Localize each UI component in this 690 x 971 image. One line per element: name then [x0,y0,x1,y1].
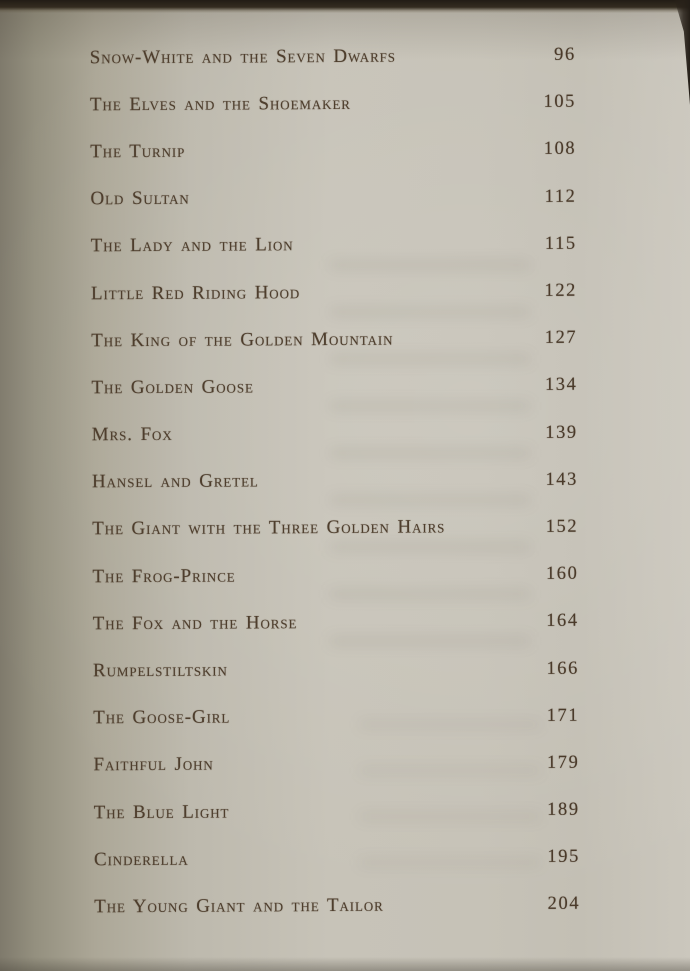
toc-entry: Little Red Riding Hood 122 [91,268,577,318]
table-of-contents: Snow-White and the Seven Dwarfs 96 The Elv… [90,32,581,931]
toc-entry: Old Sultan 112 [90,173,576,223]
toc-entry-title: Little Red Riding Hood [90,281,301,304]
toc-entry: The Frog-Prince 160 [92,551,578,601]
toc-entry-title: Mrs. Fox [91,423,173,446]
toc-entry-page-number: 152 [545,516,579,537]
toc-entry-page-number: 122 [544,280,578,301]
toc-entry-title: The Blue Light [93,801,230,823]
toc-entry-title: The Frog-Prince [92,565,236,587]
photo-background-corner [674,0,690,105]
photo-background-bottom-edge [0,957,690,971]
toc-entry-title: The Goose-Girl [93,706,231,729]
toc-entry: The Fox and the Horse 164 [93,598,579,648]
toc-entry: The Giant with the Three Golden Hairs 152 [92,504,578,554]
toc-entry-title: Hansel and Gretel [91,470,259,493]
toc-entry-page-number: 179 [546,752,580,773]
toc-entry-title: Cinderella [93,848,189,871]
toc-entry-title: The King of the Golden Mountain [91,328,394,351]
toc-entry-title: The Giant with the Three Golden Hairs [92,516,446,540]
toc-entry: Rumpelstiltskin 166 [93,645,579,695]
toc-entry-title: Rumpelstiltskin [92,659,228,682]
toc-entry-page-number: 134 [544,375,578,396]
toc-entry-title: The Golden Goose [91,376,254,399]
toc-entry-title: Old Sultan [90,187,190,210]
toc-entry-page-number: 171 [546,705,580,726]
photo-background-top-edge [0,0,690,13]
toc-entry: The Golden Goose 134 [91,362,577,412]
toc-entry: The Goose-Girl 171 [93,692,579,742]
toc-entry-page-number: 189 [547,799,580,820]
toc-entry-page-number: 127 [544,327,578,349]
toc-entry: The Lady and the Lion 115 [91,220,577,270]
toc-entry-page-number: 195 [547,847,581,868]
toc-entry: Cinderella 195 [94,834,580,884]
toc-entry: The Blue Light 189 [94,787,580,837]
toc-entry-page-number: 105 [543,92,577,113]
toc-entry-page-number: 166 [546,658,580,679]
toc-entry-page-number: 96 [554,44,576,65]
toc-entry: Mrs. Fox 139 [92,409,578,459]
toc-entry-title: The Lady and the Lion [90,234,294,257]
toc-entry-page-number: 164 [546,611,579,632]
toc-entry-page-number: 204 [547,894,581,915]
toc-entry-page-number: 139 [545,422,578,443]
toc-entry: The Elves and the Shoemaker 105 [90,79,576,129]
toc-entry: The King of the Golden Mountain 127 [91,315,577,365]
toc-entry: The Turnip 108 [90,126,576,176]
toc-entry-page-number: 143 [545,469,579,490]
toc-entry: Hansel and Gretel 143 [92,456,578,506]
toc-entry-title: The Turnip [90,140,186,163]
toc-entry-title: Faithful John [93,754,214,776]
toc-entry-title: Snow-White and the Seven Dwarfs [89,45,396,68]
toc-entry-page-number: 108 [543,139,577,160]
toc-entry-title: The Fox and the Horse [92,612,298,635]
toc-entry: Faithful John 179 [93,740,579,790]
toc-entry-page-number: 160 [545,563,579,585]
toc-entry-title: The Young Giant and the Tailor [94,894,384,918]
toc-entry-page-number: 115 [544,233,577,254]
toc-entry-title: The Elves and the Shoemaker [89,92,351,116]
toc-entry: The Young Giant and the Tailor 204 [94,881,580,931]
toc-entry-page-number: 112 [544,186,577,207]
toc-entry: Snow-White and the Seven Dwarfs 96 [90,32,576,82]
